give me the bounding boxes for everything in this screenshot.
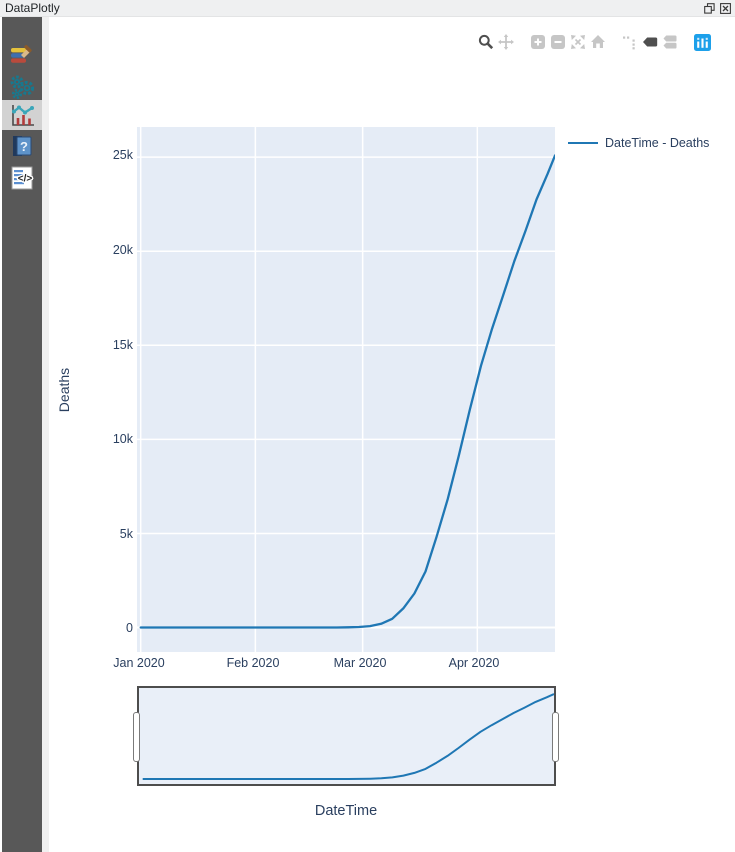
zoom-in-icon[interactable] xyxy=(528,33,548,51)
svg-text:?: ? xyxy=(20,139,28,154)
y-tick-25k: 25k xyxy=(112,148,133,162)
help-book-icon: ? xyxy=(13,136,32,156)
float-icon xyxy=(703,2,715,14)
svg-text:</>: </> xyxy=(18,174,33,185)
legend-label: DateTime - Deaths xyxy=(605,136,710,150)
y-tick-20k: 20k xyxy=(112,243,133,257)
legend-line-sample xyxy=(568,142,598,144)
gears-icon xyxy=(10,75,35,100)
code-page-icon: </> xyxy=(11,166,34,190)
x-tick-mar: Mar 2020 xyxy=(333,656,387,670)
sidebar-tabbar: ? </> xyxy=(2,16,42,852)
plotly-modebar xyxy=(476,33,712,51)
x-axis-title: DateTime xyxy=(314,803,378,819)
y-tick-0: 0 xyxy=(126,621,133,635)
y-tick-10k: 10k xyxy=(112,432,133,446)
zoom-out-icon[interactable] xyxy=(548,33,568,51)
chart-icon xyxy=(12,105,34,126)
rangeslider-mini-chart xyxy=(142,693,554,780)
paintbrush-icon xyxy=(11,44,32,63)
y-tick-5k: 5k xyxy=(119,526,133,541)
dock-title: DataPlotly xyxy=(5,1,60,15)
autoscale-icon[interactable] xyxy=(568,33,588,51)
x-tick-feb: Feb 2020 xyxy=(226,656,280,670)
reset-axes-icon[interactable] xyxy=(588,33,608,51)
zoom-icon[interactable] xyxy=(476,33,496,51)
sidebar-item-plot-view[interactable] xyxy=(2,100,42,130)
float-button[interactable] xyxy=(703,2,715,14)
sidebar-item-plot-properties[interactable] xyxy=(2,40,42,70)
plotly-logo-icon[interactable] xyxy=(692,33,712,51)
dock-gutter xyxy=(42,16,49,852)
y-tick-15k: 15k xyxy=(112,337,133,352)
x-tick-apr: Apr 2020 xyxy=(448,656,500,670)
dock-titlebar[interactable]: DataPlotly xyxy=(0,0,735,17)
rangeslider-track[interactable] xyxy=(137,686,556,786)
pan-icon[interactable] xyxy=(496,33,516,51)
sidebar-item-plot-settings[interactable] xyxy=(2,72,42,102)
plot-panel: DateTime - Deaths Deaths 25k 20k 15k 10k… xyxy=(49,16,735,852)
rangeslider-handle-left[interactable] xyxy=(133,712,140,762)
legend-item[interactable]: DateTime - Deaths xyxy=(568,136,709,150)
hover-closest-icon[interactable] xyxy=(640,33,660,51)
close-icon xyxy=(719,2,731,14)
rangeslider-handle-right[interactable] xyxy=(552,712,559,762)
sidebar-item-code[interactable]: </> xyxy=(2,163,42,193)
hover-compare-icon[interactable] xyxy=(660,33,680,51)
line-chart xyxy=(137,127,555,652)
close-button[interactable] xyxy=(719,2,731,14)
toggle-spikelines-icon[interactable] xyxy=(620,33,640,51)
x-tick-jan: Jan 2020 xyxy=(113,656,165,670)
sidebar-item-help[interactable]: ? xyxy=(2,131,42,161)
plot-canvas[interactable] xyxy=(137,127,555,652)
